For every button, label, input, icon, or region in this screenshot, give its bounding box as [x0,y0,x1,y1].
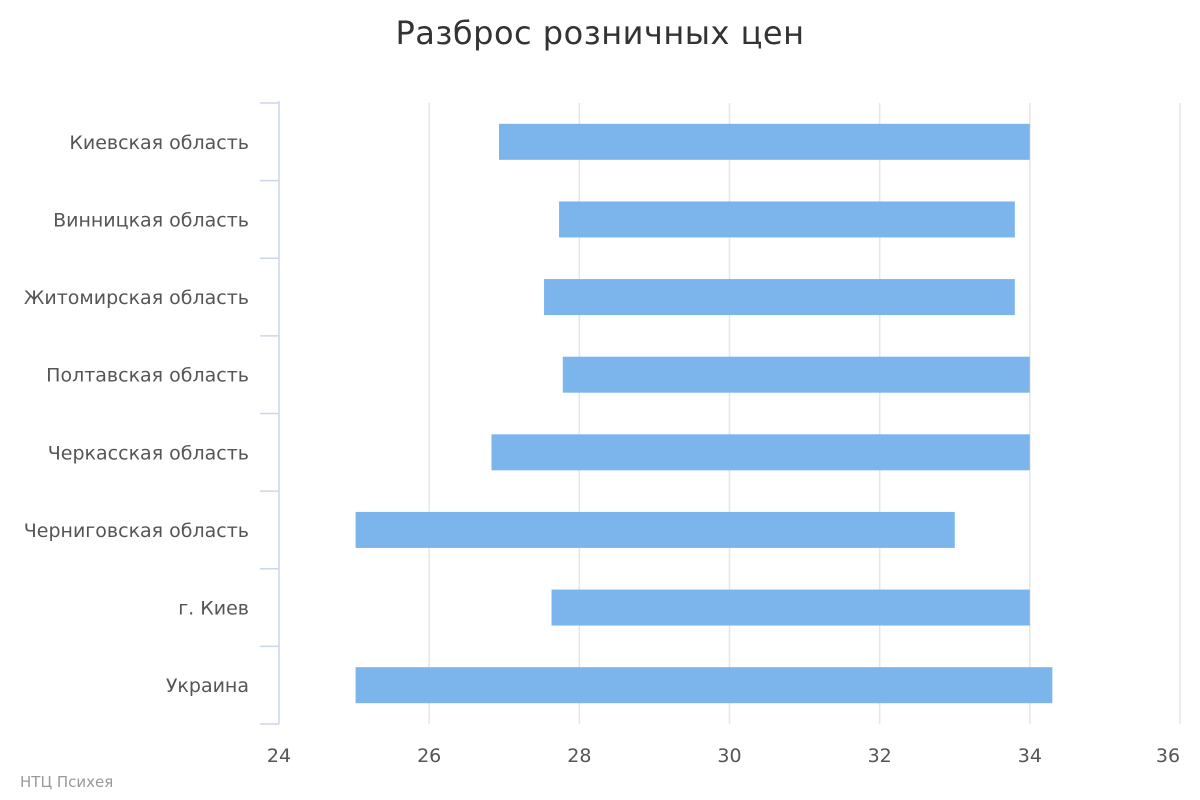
price-range-bar[interactable] [491,434,1030,471]
category-label: г. Киев [178,598,249,620]
category-label: Житомирская область [24,287,249,309]
price-range-bar[interactable] [551,589,1030,626]
category-labels: Киевская область Винницкая область Житомир… [24,132,249,697]
price-range-bar[interactable] [498,123,1030,160]
x-tick-label: 24 [267,745,291,767]
category-label: Винницкая область [53,209,249,231]
category-label: Украина [166,675,249,697]
x-tick-label: 26 [417,745,441,767]
bar-series [355,123,1053,704]
price-range-bar[interactable] [559,201,1015,238]
x-tick-label: 36 [1156,745,1180,767]
price-range-bar[interactable] [355,667,1053,704]
x-tick-label: 28 [567,745,591,767]
category-label: Черкасская область [48,442,249,464]
value-axis-labels: 24 26 28 30 32 34 36 [267,745,1180,767]
chart-title: Разброс розничных цен [395,14,805,52]
price-range-bar[interactable] [562,356,1030,393]
x-tick-label: 34 [1018,745,1042,767]
category-label: Полтавская область [46,365,249,387]
category-label: Черниговская область [24,520,249,542]
credits-text: НТЦ Психея [20,773,114,791]
x-tick-label: 32 [868,745,892,767]
price-range-bar[interactable] [544,279,1015,316]
price-range-bar[interactable] [355,511,955,548]
category-axis [260,101,280,725]
x-tick-label: 30 [717,745,741,767]
category-label: Киевская область [69,132,249,154]
grid-lines [428,103,1181,724]
